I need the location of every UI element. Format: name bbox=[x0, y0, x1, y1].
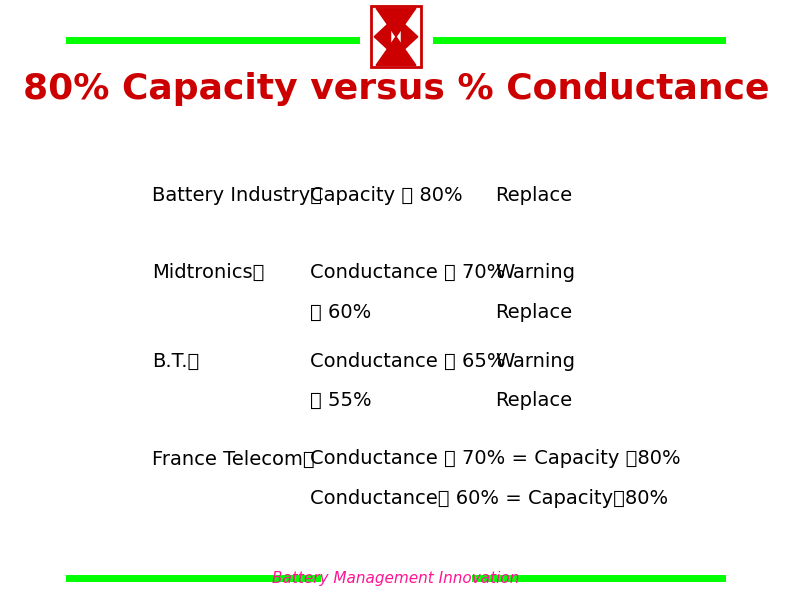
Text: Replace: Replace bbox=[495, 186, 572, 206]
Text: Warning: Warning bbox=[495, 263, 575, 282]
Text: Conductance＜ 60% = Capacity＜80%: Conductance＜ 60% = Capacity＜80% bbox=[310, 489, 668, 509]
Text: Conductance ＜ 70%: Conductance ＜ 70% bbox=[310, 263, 505, 282]
Text: Capacity ＜ 80%: Capacity ＜ 80% bbox=[310, 186, 463, 206]
Text: ＜ 55%: ＜ 55% bbox=[310, 391, 372, 411]
Polygon shape bbox=[375, 21, 390, 52]
Polygon shape bbox=[402, 21, 417, 52]
Bar bbox=[371, 7, 421, 67]
Text: Battery Industry：: Battery Industry： bbox=[152, 186, 322, 206]
Text: France Telecom：: France Telecom： bbox=[152, 449, 314, 469]
Text: Replace: Replace bbox=[495, 302, 572, 322]
Polygon shape bbox=[376, 8, 416, 37]
Text: 80% Capacity versus % Conductance: 80% Capacity versus % Conductance bbox=[23, 72, 769, 106]
Text: B.T.：: B.T.： bbox=[152, 351, 200, 371]
Text: Midtronics：: Midtronics： bbox=[152, 263, 265, 282]
Text: Conductance ＞ 70% = Capacity ＞80%: Conductance ＞ 70% = Capacity ＞80% bbox=[310, 449, 681, 469]
Text: Battery Management Innovation: Battery Management Innovation bbox=[272, 571, 520, 586]
Polygon shape bbox=[376, 37, 416, 65]
Text: ＜ 60%: ＜ 60% bbox=[310, 302, 371, 322]
Text: Conductance ＜ 65%: Conductance ＜ 65% bbox=[310, 351, 506, 371]
Text: Replace: Replace bbox=[495, 391, 572, 411]
Text: Warning: Warning bbox=[495, 351, 575, 371]
